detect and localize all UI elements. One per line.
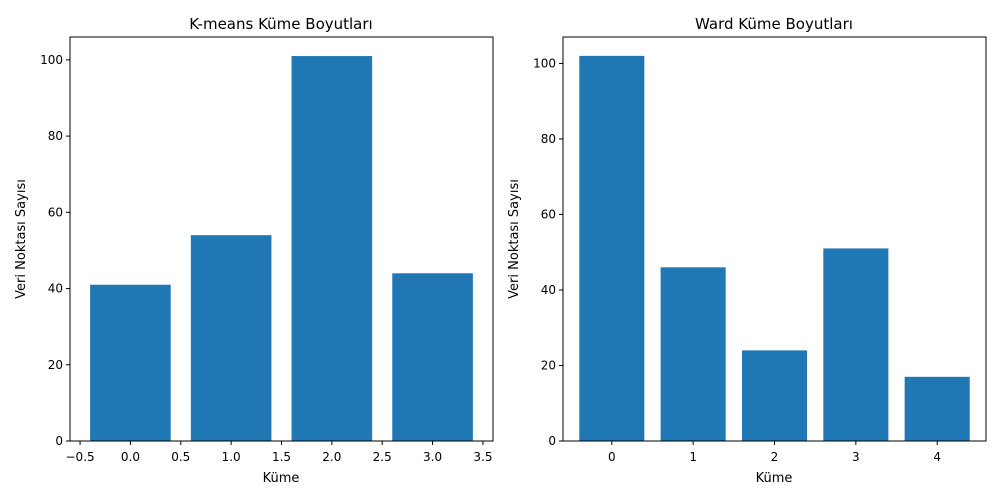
kmeans-x-tick-label: 3.5 [473, 450, 492, 464]
kmeans-x-tick-label: 2.0 [322, 450, 341, 464]
ward-bar-0 [579, 55, 645, 441]
kmeans-x-axis-label: Küme [263, 471, 300, 486]
ward-y-tick-label: 40 [541, 283, 556, 297]
ward-y-tick-label: 80 [541, 132, 556, 146]
kmeans-x-tick-label: 2.5 [373, 450, 392, 464]
kmeans-chart-title: K-means Küme Boyutları [189, 15, 372, 33]
ward-x-tick-label: 0 [608, 450, 616, 464]
kmeans-bar-1 [190, 235, 272, 441]
ward-x-tick-label: 2 [771, 450, 779, 464]
kmeans-y-tick-label: 20 [48, 358, 63, 372]
ward-x-tick-label: 3 [852, 450, 860, 464]
kmeans-x-tick-label: −0.5 [66, 450, 95, 464]
kmeans-chart: K-means Küme Boyutları Küme Veri Noktası… [14, 15, 494, 486]
kmeans-y-tick-label: 100 [40, 53, 63, 67]
ward-x-tick-label: 4 [933, 450, 941, 464]
ward-bar-4 [904, 376, 970, 441]
ward-x-axis-label: Küme [756, 471, 793, 486]
kmeans-bar-2 [291, 56, 373, 441]
kmeans-x-tick-label: 0.5 [171, 450, 190, 464]
kmeans-x-tick-label: 0.0 [121, 450, 140, 464]
kmeans-bar-0 [90, 284, 171, 441]
ward-chart-title: Ward Küme Boyutları [695, 15, 853, 33]
kmeans-y-tick-label: 80 [48, 129, 63, 143]
ward-bar-2 [741, 350, 808, 441]
kmeans-bar-3 [392, 273, 473, 441]
ward-y-tick-label: 20 [541, 358, 556, 372]
ward-x-tick-label: 1 [689, 450, 697, 464]
kmeans-y-tick-label: 0 [55, 434, 63, 448]
ward-chart: Ward Küme Boyutları Küme Veri Noktası Sa… [507, 15, 987, 486]
kmeans-x-tick-label: 1.5 [272, 450, 291, 464]
kmeans-y-axis-label: Veri Noktası Sayısı [14, 179, 29, 299]
ward-y-tick-label: 60 [541, 207, 556, 221]
kmeans-y-tick-label: 60 [48, 205, 63, 219]
ward-bar-1 [660, 267, 726, 441]
kmeans-y-tick-label: 40 [48, 282, 63, 296]
kmeans-x-tick-label: 3.0 [423, 450, 442, 464]
ward-y-tick-label: 0 [548, 434, 556, 448]
ward-y-axis-label: Veri Noktası Sayısı [507, 179, 522, 299]
kmeans-x-tick-label: 1.0 [222, 450, 241, 464]
ward-bar-3 [823, 248, 889, 441]
ward-y-tick-label: 100 [533, 56, 556, 70]
